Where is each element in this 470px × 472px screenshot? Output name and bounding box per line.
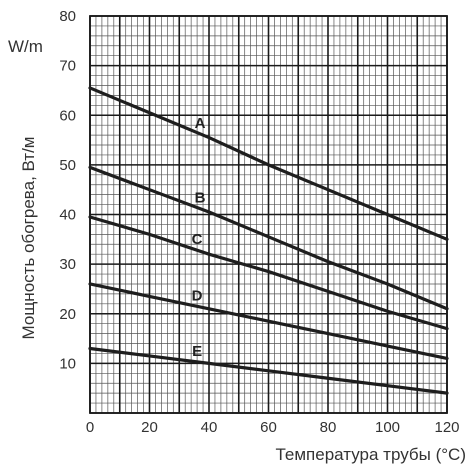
ticks-layer: 0 20 40 60 80 100 120 10 20 30 40 50 60 70 80	[59, 8, 459, 436]
y-tick-label: 10	[59, 355, 76, 372]
x-tick-label: 0	[86, 419, 94, 436]
y-tick-label: 50	[59, 157, 76, 174]
plot-border	[89, 15, 448, 414]
series-label-b: B	[195, 190, 206, 207]
y-tick-label: 80	[59, 8, 76, 25]
x-tick-label: 80	[320, 419, 337, 436]
y-tick-label: 40	[59, 207, 76, 224]
series-line-e	[88, 346, 449, 395]
series-line-d	[88, 282, 449, 361]
x-tick-label: 120	[434, 419, 459, 436]
series-line-c	[88, 215, 449, 331]
labels-layer: A B C D E	[192, 115, 206, 360]
y-tick-label: 70	[59, 58, 76, 75]
series-layer	[88, 86, 449, 395]
x-axis-title: Температура трубы (°C)	[275, 445, 466, 464]
series-line-b	[88, 165, 449, 311]
y-unit-label: W/m	[8, 37, 43, 56]
y-axis-title: Мощность обогрева, Вт/м	[19, 137, 38, 340]
x-tick-label: 60	[260, 419, 277, 436]
x-tick-label: 40	[201, 419, 218, 436]
y-tick-label: 60	[59, 107, 76, 124]
series-label-c: C	[192, 231, 203, 248]
y-tick-label: 30	[59, 256, 76, 273]
x-tick-label: 20	[141, 419, 158, 436]
series-label-d: D	[192, 287, 203, 304]
series-label-a: A	[195, 115, 206, 132]
series-line-a	[88, 86, 449, 241]
plot-frame	[89, 15, 448, 414]
y-tick-label: 20	[59, 306, 76, 323]
series-label-e: E	[192, 343, 202, 360]
x-tick-label: 100	[375, 419, 400, 436]
